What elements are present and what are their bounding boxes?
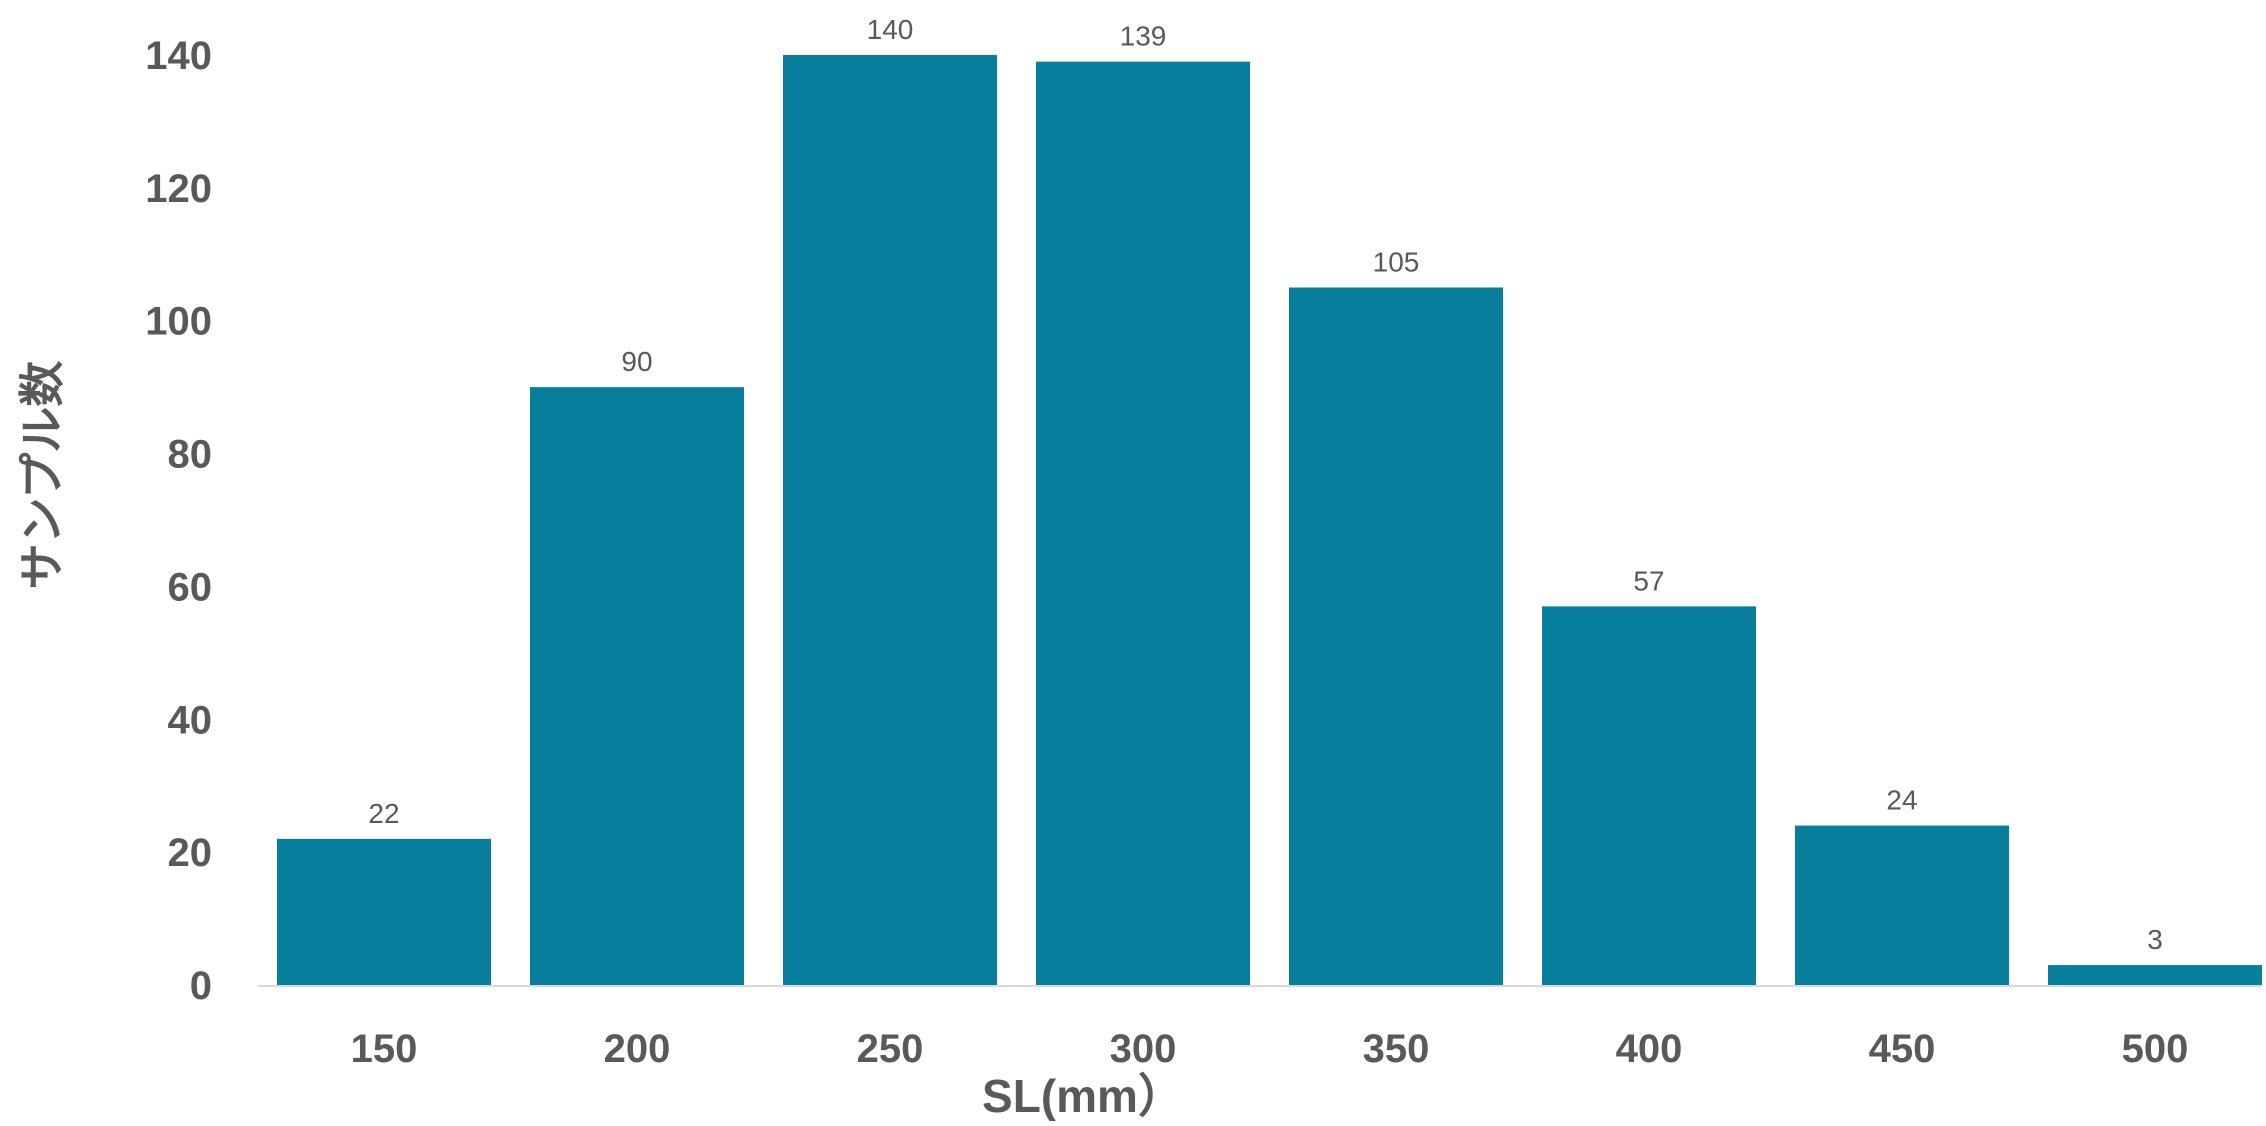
data-label: 3 <box>2147 924 2163 955</box>
y-axis-ticks: 0 20 40 60 80 100 120 140 <box>145 34 212 1008</box>
data-label: 57 <box>1633 565 1664 596</box>
data-label: 139 <box>1120 21 1167 52</box>
bar-150 <box>277 838 491 985</box>
bar-350 <box>1289 287 1503 985</box>
x-tick-label: 300 <box>1110 1027 1177 1071</box>
x-tick-label: 250 <box>857 1027 924 1071</box>
bar-500 <box>2048 965 2262 985</box>
data-label: 24 <box>1886 785 1917 816</box>
data-label: 140 <box>867 14 914 45</box>
data-label: 22 <box>368 798 399 829</box>
data-label: 90 <box>621 346 652 377</box>
bar-250 <box>783 55 997 985</box>
y-tick-label: 0 <box>190 964 212 1008</box>
x-tick-label: 450 <box>1869 1027 1936 1071</box>
x-axis-ticks: 150 200 250 300 350 400 450 500 <box>351 1027 2189 1071</box>
x-tick-label: 200 <box>604 1027 671 1071</box>
y-tick-label: 20 <box>168 831 213 875</box>
bars-group <box>277 55 2262 986</box>
y-tick-label: 120 <box>145 167 212 211</box>
y-tick-label: 100 <box>145 300 212 344</box>
bar-450 <box>1795 825 2009 985</box>
y-tick-label: 60 <box>168 565 213 609</box>
y-tick-label: 80 <box>168 433 213 477</box>
y-tick-label: 40 <box>168 698 213 742</box>
x-tick-label: 400 <box>1616 1027 1683 1071</box>
y-tick-label: 140 <box>145 34 212 78</box>
x-tick-label: 350 <box>1363 1027 1430 1071</box>
bar-400 <box>1542 606 1756 985</box>
bar-200 <box>530 387 744 986</box>
y-axis-title: サンプル数 <box>16 361 68 590</box>
data-label: 105 <box>1373 247 1420 278</box>
x-tick-label: 150 <box>351 1027 418 1071</box>
data-labels-group: 22 90 140 139 105 57 24 3 <box>368 14 2162 955</box>
x-axis-title: SL(mm） <box>982 1070 1184 1121</box>
x-tick-label: 500 <box>2122 1027 2189 1071</box>
bar-300 <box>1036 61 1250 985</box>
